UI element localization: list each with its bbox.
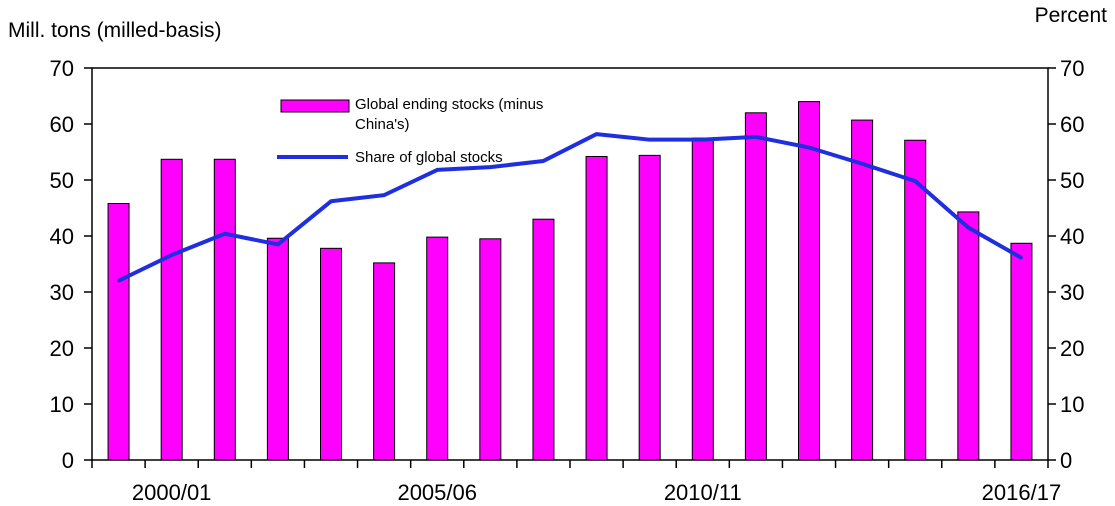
line-point-2014/15 — [913, 179, 917, 183]
bar-2006/07 — [479, 238, 502, 461]
bar-2001/02 — [213, 158, 236, 461]
bar-2007/08 — [532, 218, 555, 461]
line-point-2001/02 — [223, 232, 227, 236]
left-tick-label: 40 — [50, 224, 74, 249]
line-point-2003/04 — [329, 199, 333, 203]
line-point-2012/13 — [807, 146, 811, 150]
bar-2004/05 — [373, 262, 396, 461]
line-point-2008/09 — [595, 132, 599, 136]
line-point-2004/05 — [382, 193, 386, 197]
line-point-1999/00 — [117, 279, 121, 283]
bar-2016/17 — [1010, 242, 1033, 461]
axes: 0 10 20 30 40 50 60 70 0 10 20 30 40 50 60 70 2000/01 200… — [50, 56, 1085, 505]
left-tick-label: 10 — [50, 392, 74, 417]
line-point-2006/07 — [488, 165, 492, 169]
x-tick-label: 2005/06 — [397, 480, 477, 505]
left-tick-label: 70 — [50, 56, 74, 81]
bar-2005/06 — [426, 236, 449, 461]
line-point-2011/12 — [754, 135, 758, 139]
legend-bar-swatch — [280, 99, 350, 113]
bar-2003/04 — [320, 247, 342, 461]
line-point-2002/03 — [276, 242, 280, 246]
legend: Global ending stocks (minus China's) Sha… — [277, 96, 543, 166]
line-point-2013/14 — [860, 162, 864, 166]
right-tick-label: 10 — [1060, 392, 1084, 417]
legend-bar-label-line2: China's) — [355, 116, 410, 133]
line-point-2010/11 — [701, 138, 705, 142]
share-line — [117, 132, 1023, 283]
line-point-2015/16 — [966, 226, 970, 230]
bar-2010/11 — [691, 137, 714, 461]
bar-2002/03 — [266, 237, 289, 461]
right-tick-label: 40 — [1060, 224, 1084, 249]
left-tick-label: 30 — [50, 280, 74, 305]
bar-1999/00 — [107, 203, 130, 461]
bar-2013/14 — [851, 119, 874, 461]
bar-2008/09 — [585, 155, 608, 461]
left-tick-label: 0 — [62, 448, 74, 473]
legend-line-label: Share of global stocks — [355, 149, 503, 166]
left-tick-label: 20 — [50, 336, 74, 361]
left-tick-label: 60 — [50, 112, 74, 137]
x-tick-label: 2010/11 — [664, 480, 742, 505]
line-point-2005/06 — [435, 168, 439, 172]
bar-series — [107, 101, 1033, 461]
line-series — [117, 132, 1023, 283]
right-axis-title: Percent — [1035, 4, 1108, 27]
x-tick-label: 2016/17 — [982, 480, 1062, 505]
bar-2015/16 — [957, 211, 980, 461]
right-tick-label: 30 — [1060, 280, 1084, 305]
right-tick-label: 20 — [1060, 336, 1084, 361]
legend-bar-label-line1: Global ending stocks (minus — [355, 96, 543, 113]
left-axis-title: Mill. tons (milled-basis) — [8, 19, 222, 42]
left-tick-label: 50 — [50, 168, 74, 193]
line-point-2000/01 — [170, 253, 174, 257]
bar-2011/12 — [744, 112, 767, 461]
line-point-2016/17 — [1019, 256, 1023, 260]
right-tick-label: 0 — [1060, 448, 1072, 473]
bar-2014/15 — [904, 139, 927, 461]
bar-2009/10 — [638, 154, 661, 461]
line-point-2009/10 — [648, 138, 652, 142]
right-tick-label: 70 — [1060, 56, 1084, 81]
x-tick-label: 2000/01 — [132, 480, 212, 505]
line-point-2007/08 — [541, 159, 545, 163]
right-tick-label: 60 — [1060, 112, 1084, 137]
bar-2012/13 — [798, 101, 820, 461]
right-tick-label: 50 — [1060, 168, 1084, 193]
bar-2000/01 — [160, 158, 183, 461]
